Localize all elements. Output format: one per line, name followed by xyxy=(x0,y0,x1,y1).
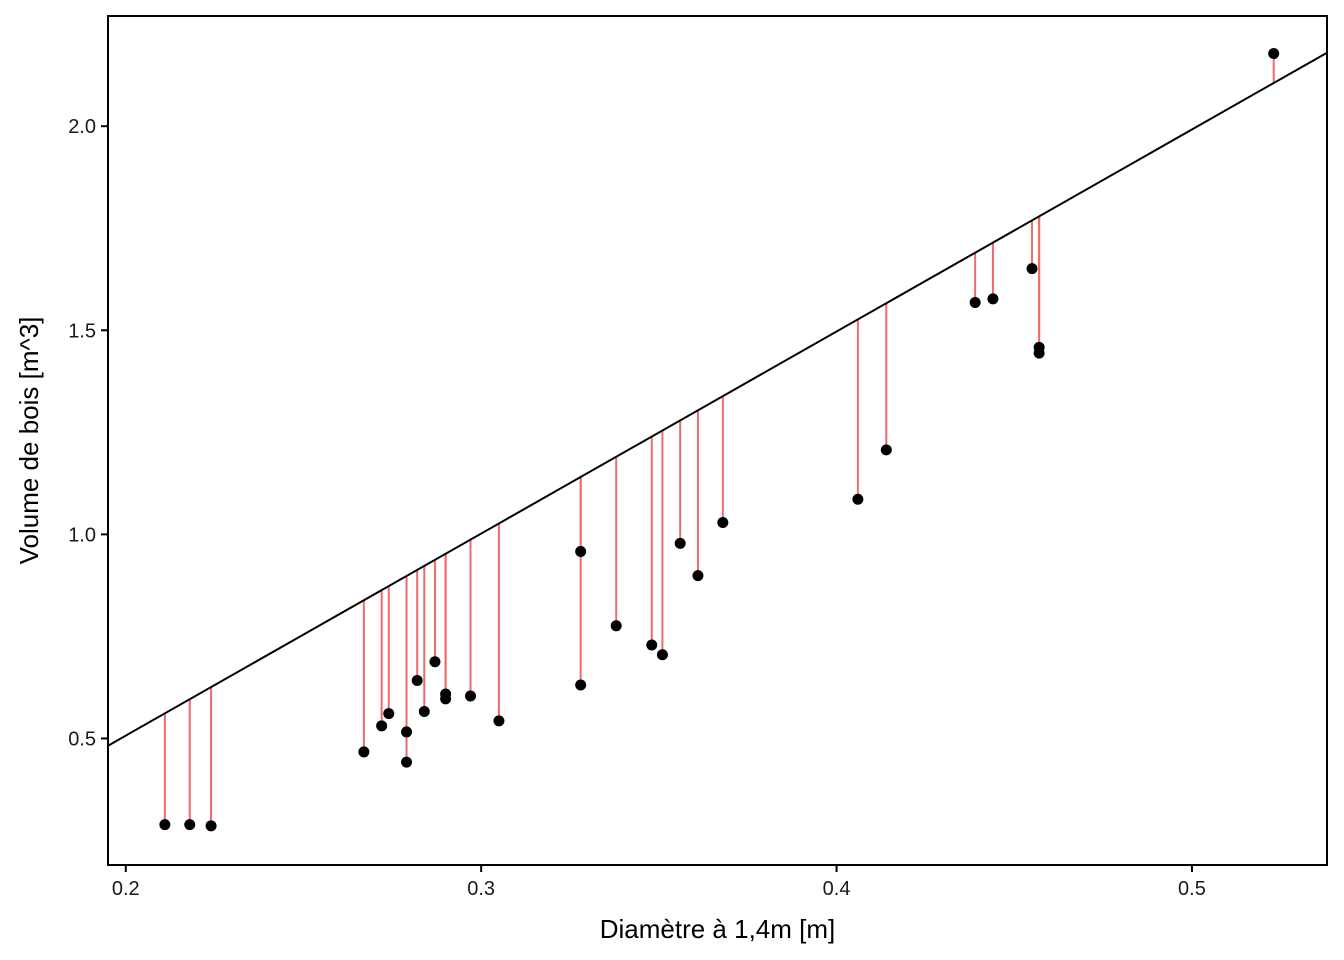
data-point xyxy=(1033,347,1045,359)
residual-lines xyxy=(163,53,1275,826)
data-point xyxy=(358,746,370,758)
data-point xyxy=(969,297,981,309)
y-tick-label: 0.5 xyxy=(68,728,96,750)
data-point xyxy=(465,690,477,702)
data-point xyxy=(610,620,622,632)
regression-line xyxy=(107,51,1328,747)
data-point xyxy=(205,820,217,832)
data-point xyxy=(493,715,505,727)
data-point xyxy=(852,493,864,505)
data-point xyxy=(376,720,388,732)
data-point xyxy=(401,726,413,738)
data-point xyxy=(575,679,587,691)
data-point xyxy=(401,756,413,768)
regression-line-group xyxy=(107,51,1328,747)
y-axis-ticks: 0.5 1.0 1.5 2.0 xyxy=(68,116,108,750)
y-axis-title: Volume de bois [m^3] xyxy=(14,317,44,565)
x-axis-title: Diamètre à 1,4m [m] xyxy=(600,914,836,944)
y-tick-label: 1.5 xyxy=(68,320,96,342)
data-points xyxy=(159,48,1280,832)
data-point xyxy=(159,819,171,831)
data-point xyxy=(184,819,196,831)
y-tick-label: 1.0 xyxy=(68,524,96,546)
data-point xyxy=(418,706,430,718)
x-axis-ticks: 0.2 0.3 0.4 0.5 xyxy=(112,865,1206,900)
data-point xyxy=(411,675,423,687)
x-tick-label: 0.5 xyxy=(1178,878,1206,900)
plot-frame xyxy=(107,15,1328,866)
data-point xyxy=(1026,263,1038,275)
data-point xyxy=(656,649,668,661)
data-point xyxy=(692,570,704,582)
data-point xyxy=(429,656,441,668)
data-point xyxy=(880,444,892,456)
x-tick-label: 0.2 xyxy=(112,878,140,900)
x-tick-label: 0.3 xyxy=(467,878,495,900)
data-point xyxy=(383,708,395,720)
data-point xyxy=(717,517,729,529)
data-point xyxy=(575,546,587,558)
y-tick-label: 2.0 xyxy=(68,116,96,138)
data-point xyxy=(987,293,999,305)
data-point xyxy=(440,693,452,705)
data-point xyxy=(1268,48,1280,60)
data-point xyxy=(674,537,686,549)
data-point xyxy=(646,639,658,651)
x-tick-label: 0.4 xyxy=(823,878,851,900)
